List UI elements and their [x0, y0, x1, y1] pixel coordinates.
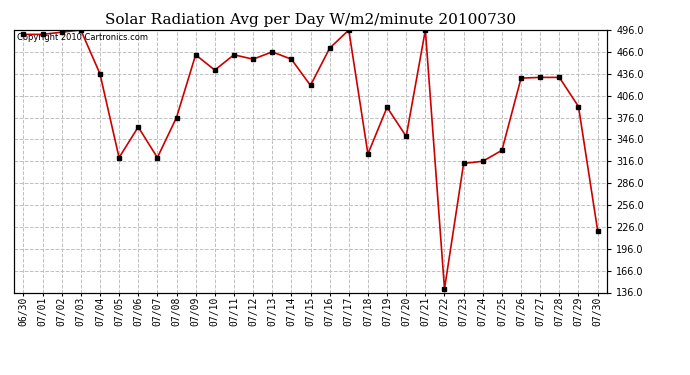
Title: Solar Radiation Avg per Day W/m2/minute 20100730: Solar Radiation Avg per Day W/m2/minute … [105, 13, 516, 27]
Text: Copyright 2010 Cartronics.com: Copyright 2010 Cartronics.com [17, 33, 148, 42]
